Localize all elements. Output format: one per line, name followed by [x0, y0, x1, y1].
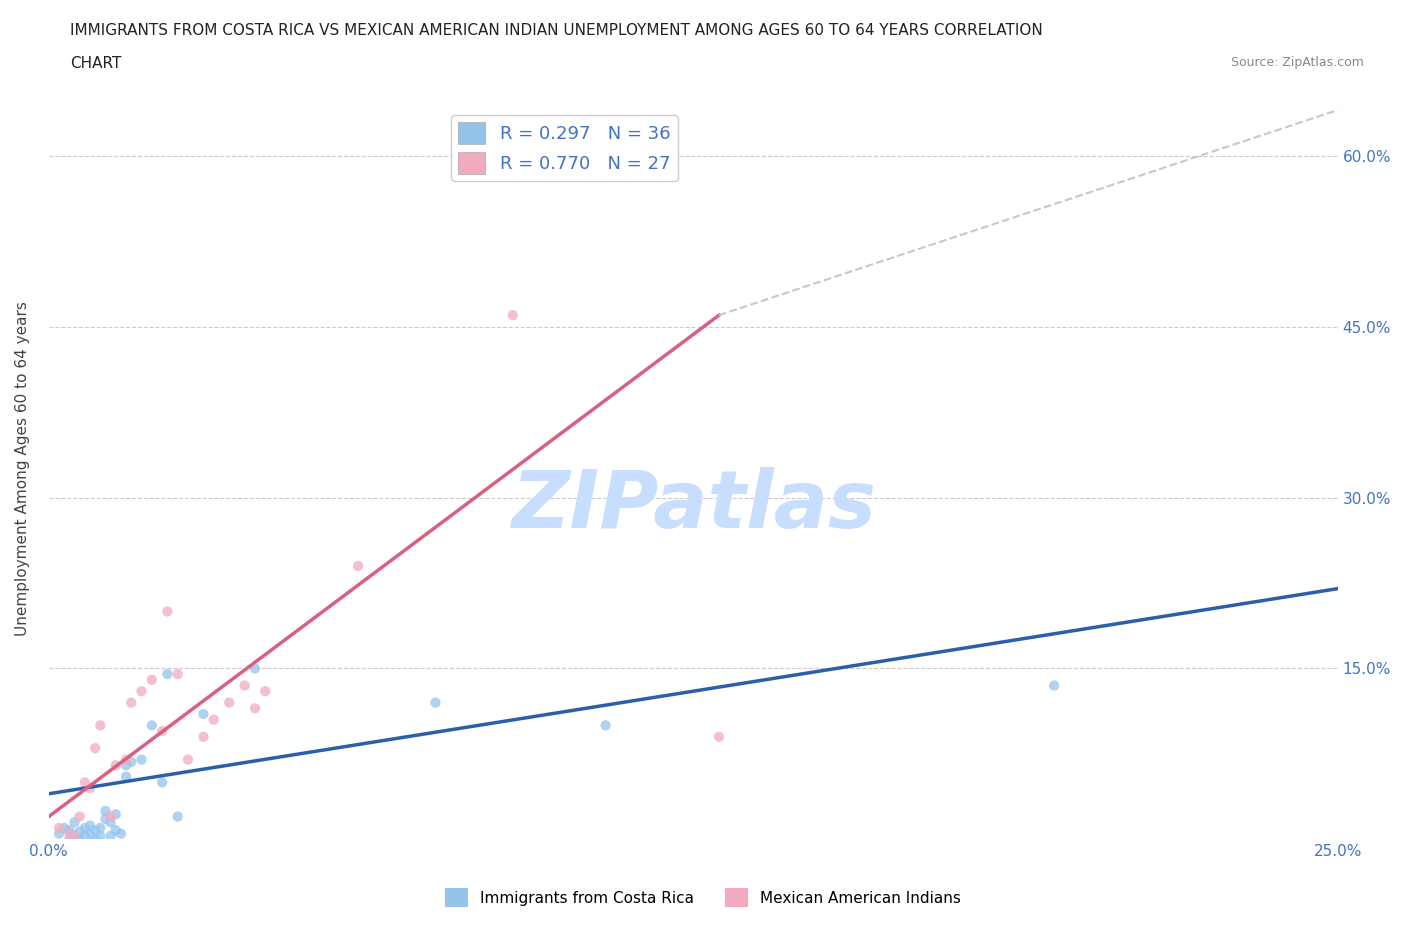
Text: ZIPatlas: ZIPatlas: [510, 467, 876, 545]
Point: [1043, 678, 1066, 693]
Text: IMMIGRANTS FROM COSTA RICA VS MEXICAN AMERICAN INDIAN UNEMPLOYMENT AMONG AGES 60: IMMIGRANTS FROM COSTA RICA VS MEXICAN AM…: [70, 23, 1043, 38]
Point: [110, 826, 132, 841]
Point: [502, 308, 524, 323]
Point: [141, 672, 163, 687]
Y-axis label: Unemployment Among Ages 60 to 64 years: Unemployment Among Ages 60 to 64 years: [15, 301, 30, 636]
Point: [707, 729, 730, 744]
Point: [115, 769, 138, 784]
Point: [425, 695, 447, 710]
Point: [58, 826, 80, 841]
Point: [156, 604, 179, 618]
Point: [218, 695, 240, 710]
Point: [166, 667, 188, 682]
Point: [89, 829, 111, 844]
Point: [347, 558, 370, 573]
Point: [79, 818, 101, 833]
Point: [131, 684, 153, 698]
Point: [177, 752, 200, 767]
Point: [202, 712, 225, 727]
Point: [53, 820, 76, 835]
Text: CHART: CHART: [70, 56, 122, 71]
Point: [166, 809, 188, 824]
Point: [595, 718, 617, 733]
Point: [84, 740, 107, 755]
Point: [94, 811, 117, 826]
Point: [100, 815, 122, 830]
Point: [150, 724, 173, 738]
Point: [89, 718, 111, 733]
Point: [193, 729, 215, 744]
Legend: R = 0.297   N = 36, R = 0.770   N = 27: R = 0.297 N = 36, R = 0.770 N = 27: [451, 115, 678, 180]
Point: [115, 752, 138, 767]
Point: [58, 823, 80, 838]
Point: [94, 804, 117, 818]
Point: [131, 752, 153, 767]
Point: [79, 826, 101, 841]
Point: [104, 758, 127, 773]
Point: [73, 820, 96, 835]
Point: [141, 718, 163, 733]
Point: [79, 780, 101, 795]
Point: [58, 832, 80, 847]
Point: [48, 826, 70, 841]
Point: [243, 661, 266, 676]
Point: [73, 775, 96, 790]
Point: [115, 758, 138, 773]
Point: [104, 823, 127, 838]
Point: [243, 701, 266, 716]
Point: [100, 809, 122, 824]
Point: [150, 775, 173, 790]
Point: [73, 829, 96, 844]
Point: [69, 809, 91, 824]
Point: [120, 695, 142, 710]
Point: [156, 667, 179, 682]
Point: [69, 832, 91, 847]
Point: [193, 707, 215, 722]
Point: [69, 824, 91, 839]
Point: [63, 830, 86, 844]
Point: [48, 820, 70, 835]
Point: [63, 829, 86, 844]
Legend: Immigrants from Costa Rica, Mexican American Indians: Immigrants from Costa Rica, Mexican Amer…: [439, 883, 967, 913]
Point: [84, 832, 107, 847]
Point: [84, 823, 107, 838]
Point: [89, 820, 111, 835]
Point: [63, 815, 86, 830]
Point: [104, 807, 127, 822]
Point: [233, 678, 256, 693]
Point: [100, 829, 122, 844]
Point: [254, 684, 277, 698]
Text: Source: ZipAtlas.com: Source: ZipAtlas.com: [1230, 56, 1364, 69]
Point: [120, 754, 142, 769]
